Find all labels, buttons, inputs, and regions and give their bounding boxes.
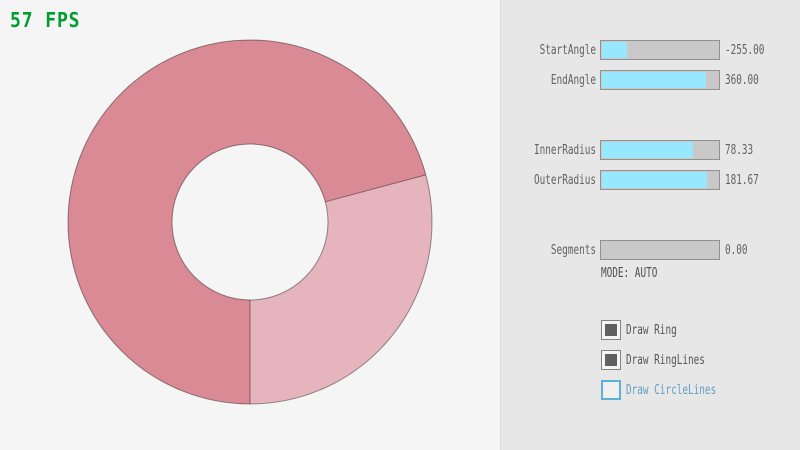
draw-circlelines-label: Draw CircleLines (626, 382, 717, 398)
slider-row-outerradius: OuterRadius 181.67 (501, 170, 800, 190)
startangle-label: StartAngle (539, 42, 596, 58)
innerradius-slider-fill (602, 142, 693, 158)
endangle-sliderbar[interactable] (600, 70, 720, 90)
checkmark-icon (605, 354, 617, 366)
outerradius-sliderbar[interactable] (600, 170, 720, 190)
endangle-label: EndAngle (550, 72, 596, 88)
slider-row-startangle: StartAngle -255.00 (501, 40, 800, 60)
slider-row-innerradius: InnerRadius 78.33 (501, 140, 800, 160)
startangle-value: -255.00 (725, 42, 765, 58)
segments-label: Segments (550, 242, 596, 258)
draw-ring-checkbox[interactable] (601, 320, 621, 340)
draw-ring-label: Draw Ring (626, 322, 677, 338)
segments-sliderbar[interactable] (600, 240, 720, 260)
fps-counter: 57 FPS (10, 8, 81, 32)
innerradius-label: InnerRadius (534, 142, 596, 158)
checkbox-row-draw-ringlines: Draw RingLines (601, 350, 736, 370)
startangle-slider-fill (602, 42, 628, 58)
outerradius-label: OuterRadius (534, 172, 596, 188)
endangle-slider-fill (602, 72, 707, 88)
controls-panel: StartAngle -255.00 EndAngle 360.00 Inner… (500, 0, 800, 450)
checkmark-icon (605, 324, 617, 336)
draw-ringlines-checkbox[interactable] (601, 350, 621, 370)
segments-mode-text: MODE: AUTO (601, 266, 658, 281)
checkbox-row-draw-ring: Draw Ring (601, 320, 696, 340)
draw-ringlines-label: Draw RingLines (626, 352, 705, 368)
innerradius-sliderbar[interactable] (600, 140, 720, 160)
innerradius-value: 78.33 (725, 142, 754, 158)
slider-row-endangle: EndAngle 360.00 (501, 70, 800, 90)
checkbox-row-draw-circlelines: Draw CircleLines (601, 380, 751, 400)
segments-value: 0.00 (725, 242, 748, 258)
endangle-value: 360.00 (725, 72, 759, 88)
outerradius-slider-fill (602, 172, 708, 188)
outerradius-value: 181.67 (725, 172, 759, 188)
slider-row-segments: Segments 0.00 (501, 240, 800, 260)
draw-circlelines-checkbox[interactable] (601, 380, 621, 400)
startangle-sliderbar[interactable] (600, 40, 720, 60)
